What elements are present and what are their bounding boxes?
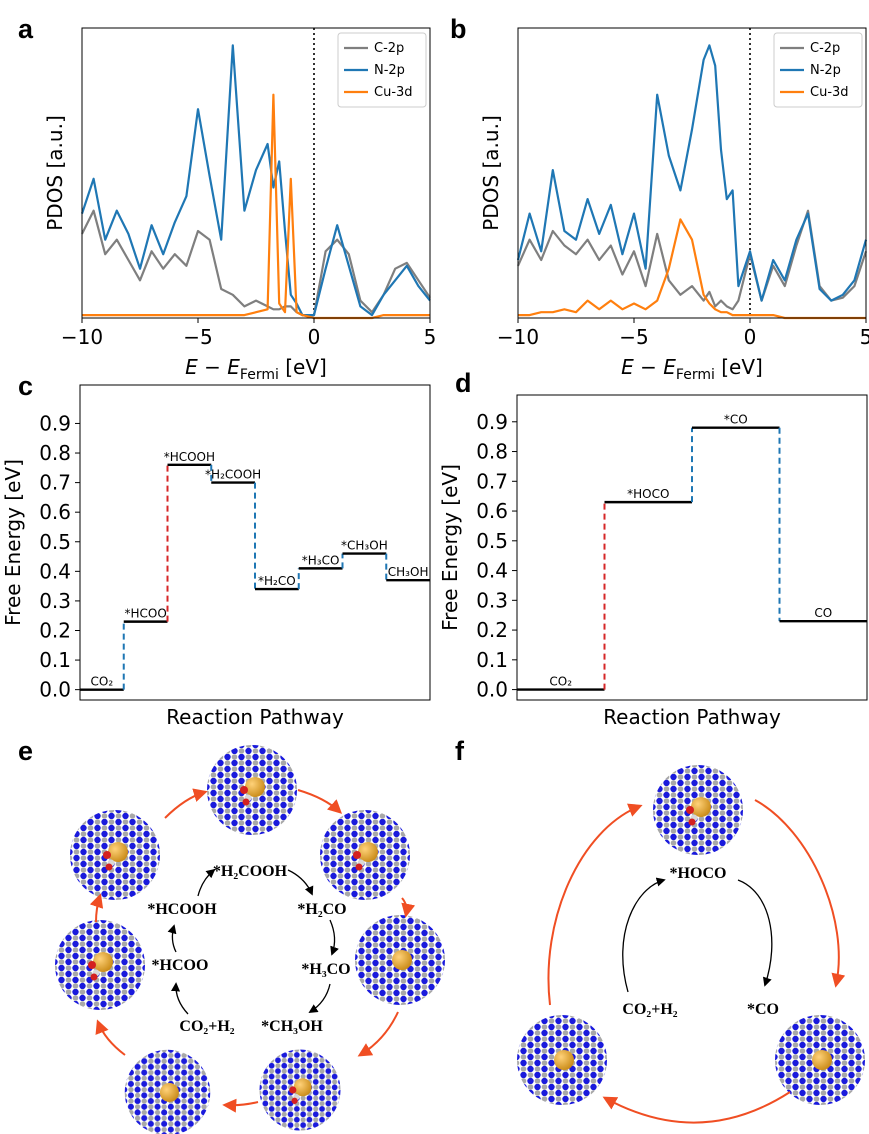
cluster	[775, 1015, 865, 1105]
intermediate: *HOCO	[670, 865, 727, 882]
x-tick-label: −5	[183, 325, 212, 349]
y-axis-label: PDOS [a.u.]	[43, 115, 67, 231]
panel-label: f	[455, 736, 465, 766]
series-line	[82, 211, 430, 315]
y-axis-label: PDOS [a.u.]	[479, 115, 503, 231]
y-tick-label: 0.5	[476, 529, 508, 553]
y-tick-label: 0.0	[476, 678, 508, 702]
y-tick-label: 0.2	[39, 618, 71, 642]
x-axis-label: E − EFermi [eV]	[621, 355, 763, 383]
intermediate: *H₂CO	[297, 901, 346, 918]
y-axis-label: Free Energy [eV]	[1, 459, 25, 626]
x-axis-label-part: Fermi	[676, 367, 715, 383]
legend-label: N-2p	[374, 63, 405, 78]
cluster	[355, 915, 445, 1005]
intermediate: *CO	[747, 1001, 779, 1018]
level-label: *H₃CO	[302, 553, 340, 567]
y-tick-label: 0.7	[39, 471, 71, 495]
level-label: *HOCO	[627, 487, 669, 501]
x-tick-label: −5	[619, 325, 648, 349]
series-line	[518, 211, 866, 310]
level-label: *H₂CO	[258, 574, 296, 588]
legend-label: N-2p	[810, 63, 841, 78]
inner-arrows	[623, 880, 772, 992]
cluster	[653, 765, 743, 855]
y-tick-label: 0.1	[39, 648, 71, 672]
panel-label: a	[18, 14, 34, 44]
y-tick-label: 0.8	[476, 440, 508, 464]
x-axis-label-part: Fermi	[240, 367, 279, 383]
x-axis-label-part: [eV]	[715, 355, 763, 379]
scheme-e: e *H₂COOH *HCOOH *H₂CO *HCOO *H₃CO	[18, 736, 445, 1134]
legend-label: C-2p	[374, 41, 404, 56]
intermediate: CO₂+H₂	[622, 1001, 677, 1018]
x-axis-label: Reaction Pathway	[603, 705, 781, 729]
y-tick-label: 0.5	[39, 530, 71, 554]
level-label: CO₂	[549, 675, 572, 689]
y-tick-label: 0.6	[39, 500, 71, 524]
y-tick-label: 0.3	[476, 588, 508, 612]
inner-arrows	[172, 870, 334, 1014]
y-tick-label: 0.8	[39, 441, 71, 465]
y-tick-label: 0.1	[476, 648, 508, 672]
cluster	[207, 745, 297, 835]
x-tick-label: 5	[860, 325, 869, 349]
legend-label: Cu-3d	[810, 85, 849, 100]
intermediate: *HCOOH	[147, 901, 217, 918]
figure: e *H₂COOH *HCOOH *H₂CO *HCOO *H₃CO	[0, 0, 869, 1134]
x-tick-label: 0	[744, 325, 757, 349]
x-axis-label: Reaction Pathway	[166, 705, 344, 729]
y-tick-label: 0.9	[476, 410, 508, 434]
level-label: CH₃OH	[388, 565, 429, 579]
x-tick-label: 0	[308, 325, 321, 349]
intermediate: *H₂COOH	[213, 863, 288, 880]
panel-label: c	[18, 371, 33, 401]
cluster	[70, 810, 160, 900]
legend-label: C-2p	[810, 41, 840, 56]
x-tick-label: −10	[497, 325, 539, 349]
level-label: *CH₃OH	[341, 539, 388, 553]
x-axis-label: E − EFermi [eV]	[185, 355, 327, 383]
level-label: *HCOOH	[164, 450, 215, 464]
scheme-f: f *HOCO CO₂+H₂ *CO	[455, 736, 865, 1123]
y-tick-label: 0.7	[476, 469, 508, 493]
y-tick-label: 0.6	[476, 499, 508, 523]
y-axis-label: Free Energy [eV]	[438, 464, 462, 631]
level-label: CO	[814, 606, 832, 620]
level-label: *HCOO	[124, 607, 166, 621]
y-tick-label: 0.2	[476, 618, 508, 642]
series-line	[82, 95, 430, 318]
legend-label: Cu-3d	[374, 85, 413, 100]
x-axis-label-part: E − E	[185, 355, 240, 379]
level-label: CO₂	[91, 675, 114, 689]
y-tick-label: 0.3	[39, 589, 71, 613]
x-axis-label-part: [eV]	[279, 355, 327, 379]
panel-label: e	[18, 736, 33, 766]
panel-label: b	[450, 14, 467, 44]
intermediate: *H₃CO	[301, 961, 350, 978]
x-tick-label: −10	[61, 325, 103, 349]
panel-label: d	[455, 368, 472, 398]
intermediate: CO₂+H₂	[179, 1018, 234, 1035]
cluster	[517, 1015, 607, 1105]
x-axis-label-part: E − E	[621, 355, 676, 379]
y-tick-label: 0.0	[39, 678, 71, 702]
intermediate: *CH₃OH	[261, 1018, 323, 1035]
y-tick-label: 0.9	[39, 411, 71, 435]
x-tick-label: 5	[424, 325, 437, 349]
y-tick-label: 0.4	[39, 559, 71, 583]
y-tick-label: 0.4	[476, 559, 508, 583]
cluster	[260, 1050, 341, 1131]
cluster	[125, 1050, 211, 1134]
level-label: *CO	[724, 413, 748, 427]
intermediate: *HCOO	[152, 957, 209, 974]
cluster	[55, 920, 145, 1010]
level-label: *H₂COOH	[205, 468, 261, 482]
cluster	[320, 810, 410, 900]
